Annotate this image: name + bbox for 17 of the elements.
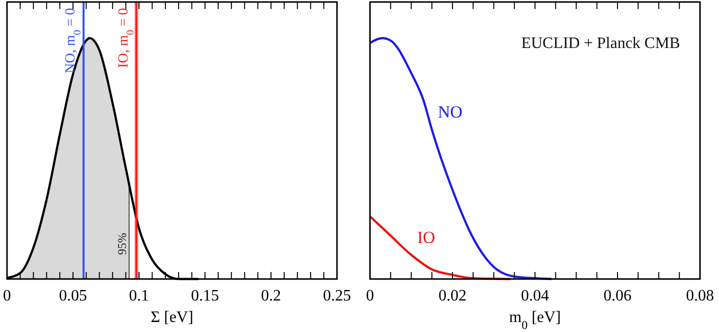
- x-axis-title: m$_{0}$ [eV]: [509, 309, 561, 332]
- series-label: NO: [438, 102, 462, 122]
- x-tick-label: 0.02: [438, 287, 466, 304]
- x-tick-label: 0.15: [191, 287, 219, 304]
- x-axis-title: Σ [eV]: [150, 309, 194, 326]
- x-tick-label: 0.1: [129, 287, 149, 304]
- x-tick-label: 0: [366, 287, 374, 304]
- x-tick-label: 0.05: [59, 287, 87, 304]
- series-label: IO: [417, 228, 436, 247]
- annotation: 95%: [115, 232, 130, 255]
- x-tick-label: 0.04: [521, 287, 549, 304]
- x-tick-label: 0: [3, 287, 11, 304]
- x-tick-label: 0.08: [686, 287, 714, 304]
- x-tick-label: 0.06: [604, 287, 632, 304]
- x-tick-label: 0.25: [323, 287, 351, 304]
- x-tick-label: 0.2: [261, 287, 281, 304]
- annotation: EUCLID + Planck CMB: [521, 35, 680, 52]
